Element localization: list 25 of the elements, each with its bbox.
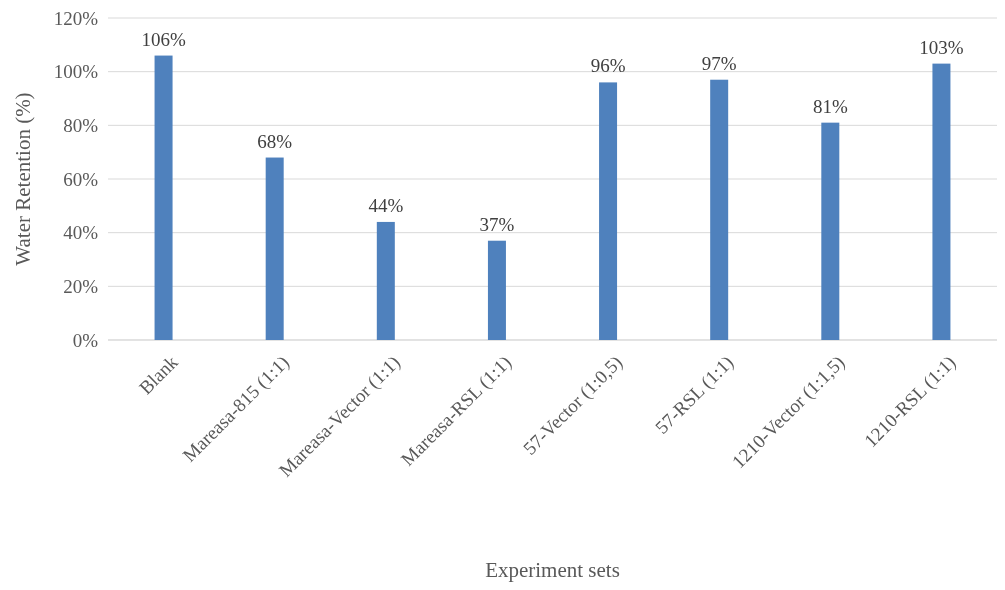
data-label: 103% [919, 36, 964, 58]
bar [376, 221, 395, 340]
bar [487, 240, 506, 340]
y-tick-label: 100% [53, 61, 99, 83]
y-tick-label: 120% [53, 7, 99, 29]
data-label: 44% [368, 194, 404, 216]
y-tick-label: 20% [63, 275, 99, 297]
y-tick-label: 60% [63, 168, 99, 190]
y-tick-label: 40% [63, 222, 99, 244]
x-axis-title: Experiment sets [485, 558, 620, 582]
data-label: 37% [479, 213, 515, 235]
y-tick-label: 80% [63, 114, 99, 136]
data-label: 97% [701, 52, 737, 74]
data-label: 68% [257, 130, 293, 152]
bar [932, 63, 951, 340]
data-label: 106% [141, 28, 186, 50]
bar [265, 157, 284, 340]
bar [599, 82, 618, 340]
data-label: 96% [590, 55, 626, 77]
bar [710, 79, 729, 340]
y-tick-label: 0% [72, 329, 99, 351]
y-axis-title: Water Retention (%) [11, 92, 35, 266]
bar [821, 122, 840, 340]
bar [154, 55, 173, 340]
data-label: 81% [812, 95, 848, 117]
